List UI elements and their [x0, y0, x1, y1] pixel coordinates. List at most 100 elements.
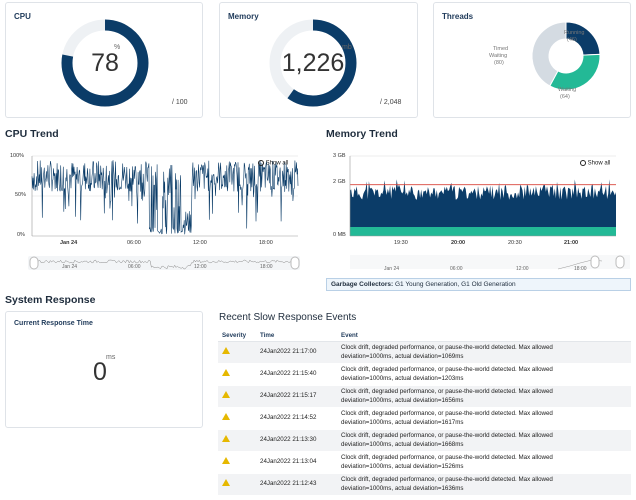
table-row[interactable]: 24Jan2022 21:12:43 Clock drift, degraded … — [218, 473, 631, 496]
time-cell: 24Jan2022 21:12:43 — [256, 473, 337, 496]
zoom-out-icon — [258, 160, 264, 166]
cpu-x-tick-1200: 12:00 — [193, 240, 207, 246]
memory-trend-title: Memory Trend — [326, 128, 398, 140]
cpu-nav-tick-0: Jan 24 — [62, 264, 77, 270]
cpu-show-all-button[interactable]: Show all — [258, 160, 288, 167]
memory-navigator — [350, 255, 630, 269]
mem-show-all-label: Show all — [587, 160, 611, 167]
garbage-collectors-info: Garbage Collectors: G1 Young Generation,… — [326, 278, 631, 291]
table-row[interactable]: 24Jan2022 21:17:00 Clock drift, degraded … — [218, 341, 631, 364]
mem-x-tick-2030: 20:30 — [508, 240, 522, 246]
severity-cell — [218, 385, 256, 408]
cpu-trend-title: CPU Trend — [5, 128, 59, 140]
event-cell: Clock drift, degraded performance, or pa… — [337, 407, 631, 430]
memory-gauge-arc — [269, 19, 357, 107]
cpu-value: 78 — [91, 49, 119, 77]
memory-used-area — [350, 179, 616, 236]
response-time-title: Current Response Time — [14, 320, 93, 327]
cpu-trend-chart: Jan 24 06:00 12:00 18:00 — [28, 155, 300, 270]
cpu-x-tick-jan24: Jan 24 — [60, 240, 78, 246]
time-cell: 24Jan2022 21:13:30 — [256, 429, 337, 452]
mem-nav-tick-3: 18:00 — [574, 266, 587, 272]
cpu-series-line — [31, 160, 299, 235]
event-cell: Clock drift, degraded performance, or pa… — [337, 385, 631, 408]
event-cell: Clock drift, degraded performance, or pa… — [337, 363, 631, 386]
memory-max: / 2,048 — [380, 99, 402, 106]
severity-cell — [218, 341, 256, 364]
cpu-y-tick-0: 0% — [17, 232, 25, 238]
cpu-x-tick-1800: 18:00 — [259, 240, 273, 246]
table-row[interactable]: 24Jan2022 21:15:17 Clock drift, degraded … — [218, 385, 631, 408]
events-header-event[interactable]: Event — [337, 330, 631, 342]
cpu-y-tick-50: 50% — [15, 192, 27, 198]
cpu-nav-tick-2: 12:00 — [194, 264, 207, 270]
memory-value: 1,226 — [281, 49, 345, 77]
cpu-unit: % — [114, 44, 121, 51]
table-row[interactable]: 24Jan2022 21:13:04 Clock drift, degraded … — [218, 451, 631, 474]
threads-slice-timed-waiting[interactable] — [531, 21, 567, 87]
event-cell: Clock drift, degraded performance, or pa… — [337, 429, 631, 452]
warning-icon — [222, 391, 230, 399]
cpu-card: CPU % 78 / 100 — [5, 2, 203, 118]
memory-card-title: Memory — [228, 12, 259, 21]
mem-nav-tick-2: 12:00 — [516, 266, 529, 272]
time-cell: 24Jan2022 21:15:40 — [256, 363, 337, 386]
mem-y-tick-2gb: 2 GB — [333, 179, 346, 185]
severity-cell — [218, 451, 256, 474]
warning-icon — [222, 413, 230, 421]
mem-show-all-button[interactable]: Show all — [580, 160, 610, 167]
threads-card-title: Threads — [442, 12, 474, 21]
response-time-card: Current Response Time ms 0 — [5, 311, 203, 428]
memory-gauge — [269, 19, 357, 107]
memory-unit: mb — [342, 44, 352, 51]
event-cell: Clock drift, degraded performance, or pa… — [337, 341, 631, 364]
cpu-navigator-right-handle[interactable] — [290, 256, 300, 270]
time-cell: 24Jan2022 21:11:38 — [256, 495, 337, 500]
events-header-row: Severity Time Event — [218, 330, 631, 342]
mem-x-tick-2100: 21:00 — [564, 240, 579, 246]
mem-x-tick-1930: 19:30 — [394, 240, 408, 246]
cpu-gauge — [61, 19, 149, 107]
warning-icon — [222, 479, 230, 487]
system-response-title: System Response — [5, 294, 96, 306]
threads-label-timed-waiting-1: Timed — [493, 46, 508, 52]
events-title: Recent Slow Response Events — [219, 312, 357, 323]
gc-value: G1 Young Generation, G1 Old Generation — [394, 281, 516, 288]
cpu-gauge-arc — [61, 19, 149, 107]
time-cell: 24Jan2022 21:14:52 — [256, 407, 337, 430]
time-cell: 24Jan2022 21:13:04 — [256, 451, 337, 474]
cpu-max: / 100 — [172, 99, 188, 106]
events-header-time[interactable]: Time — [256, 330, 337, 342]
cpu-navigator-left-handle[interactable] — [29, 256, 39, 270]
threads-card: Threads Running (46) Waiting (64) Timed Waiti… — [433, 2, 631, 118]
event-cell: Clock drift, degraded performance, or pa… — [337, 451, 631, 474]
table-row[interactable]: 24Jan2022 21:14:52 Clock drift, degraded … — [218, 407, 631, 430]
mem-nav-tick-1: 06:00 — [450, 266, 463, 272]
zoom-out-icon — [580, 160, 586, 166]
cpu-navigator-line — [35, 259, 295, 270]
time-cell: 24Jan2022 21:17:00 — [256, 341, 337, 364]
threads-count-waiting: (64) — [560, 94, 570, 100]
table-row[interactable]: 24Jan2022 21:11:38Clock drift, degraded … — [218, 495, 631, 500]
threads-count-running: (46) — [567, 37, 577, 43]
events-header-severity[interactable]: Severity — [218, 330, 256, 342]
cpu-x-tick-0600: 06:00 — [127, 240, 141, 246]
mem-y-tick-0mb: 0 MB — [333, 232, 346, 238]
memory-navigator-right-handle[interactable] — [615, 255, 625, 269]
events-table: Severity Time Event 24Jan2022 21:17:00 Cl… — [218, 330, 631, 500]
warning-icon — [222, 347, 230, 355]
memory-baseline-area — [350, 227, 616, 236]
warning-icon — [222, 435, 230, 443]
event-cell: Clock drift, degraded performance, or pa… — [337, 495, 631, 500]
table-row[interactable]: 24Jan2022 21:13:30 Clock drift, degraded … — [218, 429, 631, 452]
threads-label-running: Running — [564, 30, 585, 36]
mem-x-tick-2000: 20:00 — [451, 240, 466, 246]
severity-cell — [218, 473, 256, 496]
warning-icon — [222, 369, 230, 377]
table-row[interactable]: 24Jan2022 21:15:40 Clock drift, degraded … — [218, 363, 631, 386]
mem-nav-tick-0: Jan 24 — [384, 266, 399, 272]
severity-cell — [218, 407, 256, 430]
severity-cell — [218, 429, 256, 452]
memory-navigator-left-handle[interactable] — [590, 255, 600, 269]
